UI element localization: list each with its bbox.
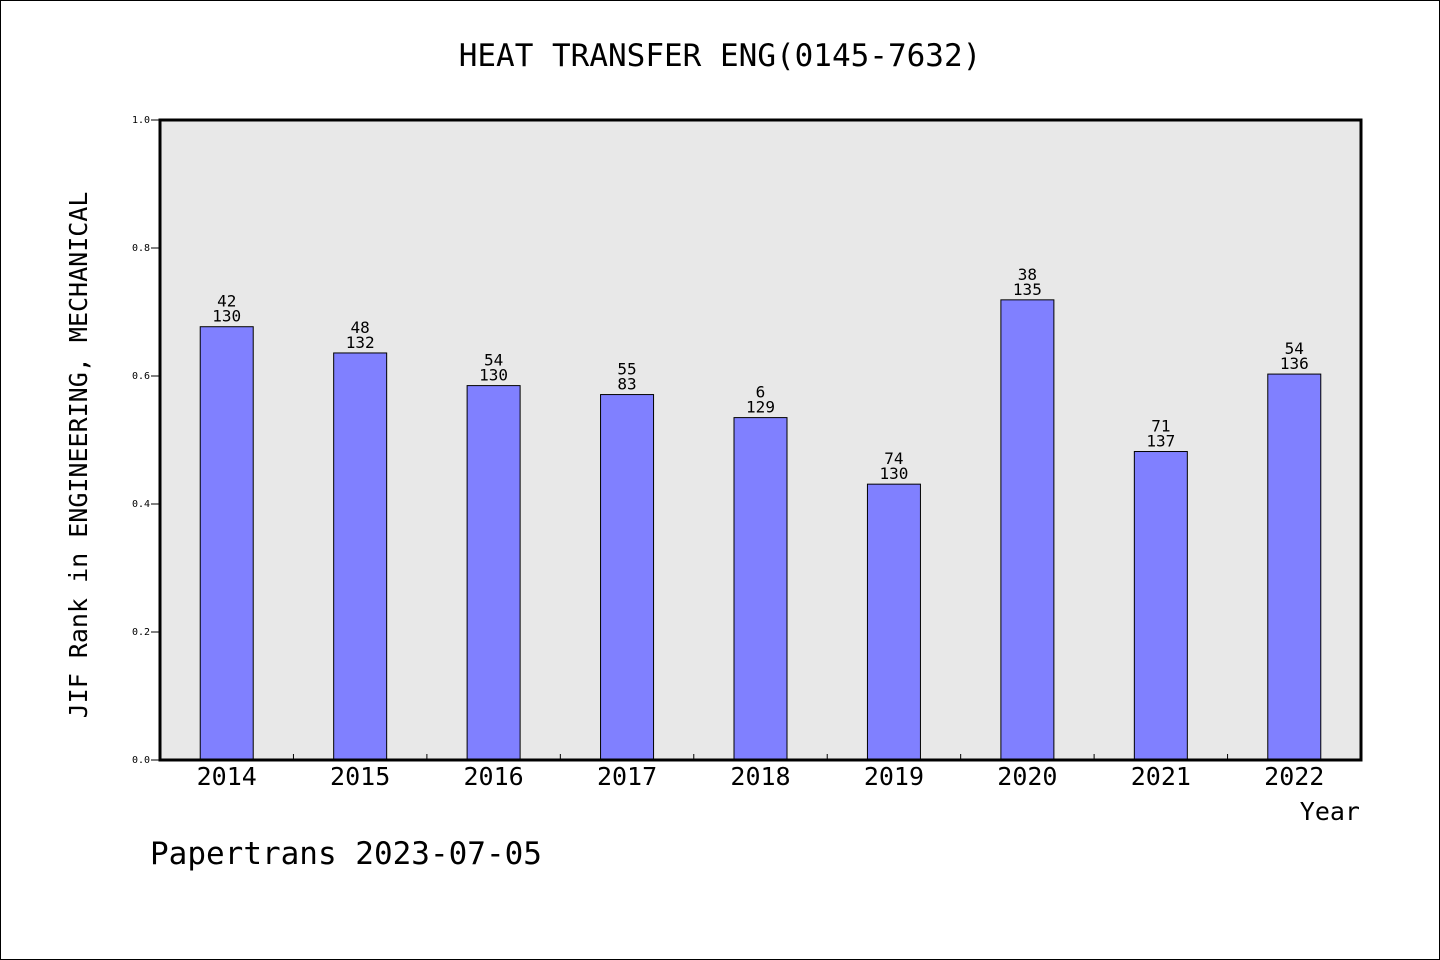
bar-total-label: 130 (212, 307, 241, 326)
footer-text: Papertrans 2023-07-05 (150, 836, 542, 872)
bar-2020 (1000, 299, 1055, 761)
y-tick-label: 0.0 (132, 755, 150, 766)
bar-total-label: 130 (479, 366, 508, 385)
bar-rank-label: 55 (617, 360, 636, 379)
bar-2019 (866, 483, 921, 761)
bar-total-label: 132 (346, 333, 375, 352)
x-axis-ticks: 2014 2015 2016 2017 2018 2019 2020 2021 2022 (197, 754, 1324, 791)
y-axis-label: JIF Rank in ENGINEERING, MECHANICAL (64, 192, 93, 719)
bar-rank-label: 54 (484, 351, 503, 370)
chart-title: HEAT TRANSFER ENG(0145-7632) (459, 38, 982, 74)
bar-total-label: 137 (1146, 432, 1175, 451)
y-tick-label: 1.0 (132, 115, 150, 126)
bar-total-label: 129 (746, 398, 775, 417)
plot-border (158, 118, 1363, 762)
x-axis-label: Year (1300, 797, 1360, 826)
bar-total-label: 83 (617, 375, 636, 394)
y-tick-label: 0.8 (132, 243, 150, 254)
bar-2018 (733, 417, 788, 761)
bar-2021 (1133, 451, 1188, 761)
bar-total-label: 136 (1280, 354, 1309, 373)
x-tick-label: 2022 (1264, 762, 1324, 791)
bars-group (199, 299, 1322, 761)
bar-rank-label: 6 (756, 383, 766, 402)
x-tick-label: 2020 (997, 762, 1057, 791)
bar-2016 (466, 385, 521, 761)
x-tick-label: 2017 (597, 762, 657, 791)
x-tick-label: 2015 (330, 762, 390, 791)
bar-2017 (600, 394, 655, 761)
x-tick-label: 2021 (1131, 762, 1191, 791)
x-tick-label: 2019 (864, 762, 924, 791)
x-tick-label: 2014 (197, 762, 257, 791)
y-tick-label: 0.2 (132, 627, 150, 638)
bar-rank-label: 42 (217, 292, 236, 311)
y-tick-label: 0.4 (132, 499, 150, 510)
y-tick-label: 0.6 (132, 371, 150, 382)
bar-rank-label: 74 (884, 449, 903, 468)
bar-2015 (333, 352, 388, 761)
bar-rank-label: 38 (1018, 265, 1037, 284)
bar-2014 (199, 326, 254, 761)
bar-rank-label: 54 (1285, 339, 1304, 358)
x-tick-label: 2016 (464, 762, 524, 791)
bar-total-label: 135 (1013, 280, 1042, 299)
x-tick-label: 2018 (730, 762, 790, 791)
bar-2022 (1267, 373, 1322, 761)
bar-rank-label: 48 (351, 318, 370, 337)
bar-rank-label: 71 (1151, 417, 1170, 436)
bar-total-label: 130 (879, 464, 908, 483)
y-axis-ticks: 0.0 0.2 0.4 0.6 0.8 1.0 (132, 115, 160, 766)
